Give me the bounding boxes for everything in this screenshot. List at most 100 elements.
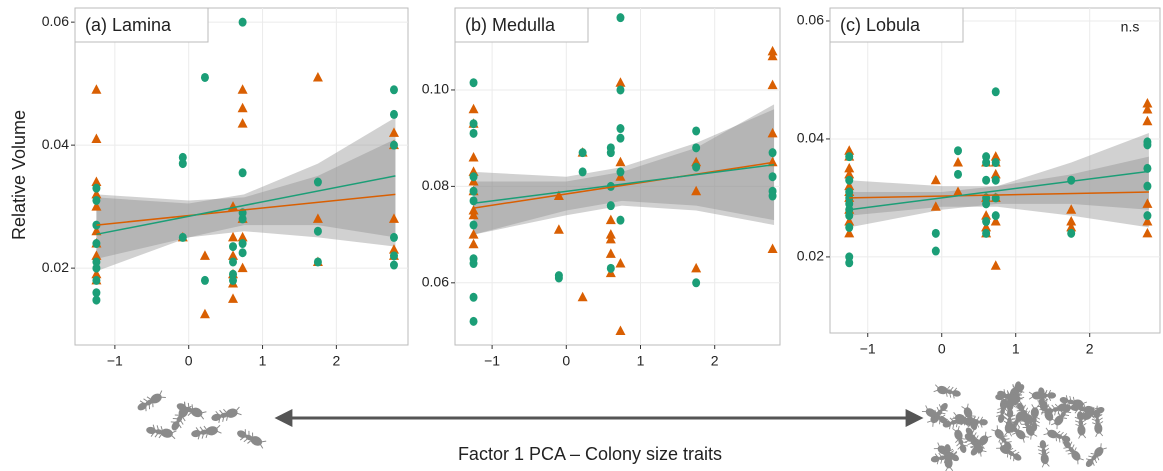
point <box>982 175 991 185</box>
ant-legs <box>1003 391 1008 403</box>
point <box>1142 103 1153 114</box>
ant-legs <box>150 424 156 437</box>
ant-legs <box>1066 395 1072 407</box>
point <box>312 71 323 82</box>
ant-body <box>1039 400 1048 412</box>
fit-line <box>96 193 396 226</box>
ant-legs <box>1051 404 1057 416</box>
point <box>1067 175 1076 185</box>
ant-legs <box>239 429 246 441</box>
point <box>982 158 991 168</box>
x-tick-label: −1 <box>484 353 500 369</box>
ant-body <box>1038 387 1045 397</box>
ant-antenna <box>158 390 166 398</box>
point <box>1143 211 1152 221</box>
ant-legs <box>1055 430 1061 442</box>
point <box>1066 221 1077 232</box>
ant-legs <box>1092 421 1104 426</box>
point <box>990 216 1001 226</box>
point <box>200 275 209 285</box>
ant-antenna <box>991 425 999 433</box>
ant-legs <box>154 425 160 438</box>
y-tick-label: 0.06 <box>797 12 824 28</box>
ant-legs <box>187 404 194 417</box>
ant-body <box>1030 422 1038 432</box>
ant-antenna <box>184 402 192 410</box>
ant-legs <box>1075 419 1087 424</box>
point <box>91 133 102 143</box>
ant <box>970 431 992 456</box>
ant-legs <box>968 422 979 428</box>
x-tick-label: −1 <box>107 353 123 369</box>
ant <box>1085 443 1107 467</box>
ant-body <box>1006 409 1014 419</box>
point <box>313 177 322 187</box>
point <box>1067 228 1076 238</box>
ant-body <box>1030 407 1039 419</box>
ant-antenna <box>921 405 929 413</box>
ant-legs <box>938 404 948 412</box>
point <box>605 248 616 258</box>
ant-antenna <box>984 431 992 439</box>
point <box>991 87 1000 97</box>
point <box>1142 115 1153 126</box>
ant-body <box>1083 405 1095 415</box>
ant-antenna <box>1078 432 1087 439</box>
fit-line <box>849 191 1149 199</box>
point <box>930 174 941 185</box>
ant-antenna <box>214 424 222 434</box>
ant-body <box>1077 424 1086 436</box>
point <box>845 258 854 268</box>
point <box>237 84 248 94</box>
ant-antenna <box>961 403 969 411</box>
ant-body <box>205 426 218 436</box>
point <box>468 238 479 249</box>
ant-body <box>1094 422 1103 434</box>
point <box>844 145 855 155</box>
point <box>615 258 626 268</box>
ant-legs <box>195 427 201 440</box>
point <box>388 213 399 223</box>
point <box>991 175 1000 185</box>
ant-legs <box>932 410 940 421</box>
ant-legs <box>1036 394 1048 400</box>
ant-legs <box>1004 413 1016 418</box>
x-tick-label: 1 <box>1012 341 1020 357</box>
ant-legs <box>1004 417 1016 422</box>
point <box>691 185 702 196</box>
point <box>469 128 478 138</box>
ant-body <box>190 407 203 418</box>
x-axis-label: Factor 1 PCA – Colony size traits <box>458 444 722 464</box>
point <box>389 140 398 150</box>
point <box>615 325 626 336</box>
y-axis-label: Relative Volume <box>9 110 29 240</box>
ant <box>146 424 177 440</box>
point <box>469 78 478 88</box>
ant-antenna <box>952 426 960 433</box>
ant-body <box>997 413 1005 423</box>
ant <box>991 425 1012 450</box>
ant <box>1037 440 1050 468</box>
point <box>931 228 940 238</box>
ant-legs <box>1038 451 1050 456</box>
ant-body <box>938 416 948 424</box>
ant <box>170 402 192 431</box>
point <box>981 221 992 232</box>
point <box>554 273 563 283</box>
ant-legs <box>934 453 940 465</box>
point <box>469 172 478 182</box>
ant-antenna <box>1095 430 1104 438</box>
point <box>616 215 625 225</box>
point <box>553 224 564 234</box>
fit-line <box>849 170 1149 211</box>
ant <box>1063 440 1084 465</box>
ant <box>961 403 979 431</box>
ant-body <box>944 444 951 454</box>
point <box>238 214 247 224</box>
ant-antenna <box>169 430 177 440</box>
point <box>845 175 854 185</box>
ant-legs <box>952 387 958 399</box>
y-tick-label: 0.04 <box>42 136 69 152</box>
ant <box>952 426 968 453</box>
ant-legs <box>1091 417 1103 422</box>
